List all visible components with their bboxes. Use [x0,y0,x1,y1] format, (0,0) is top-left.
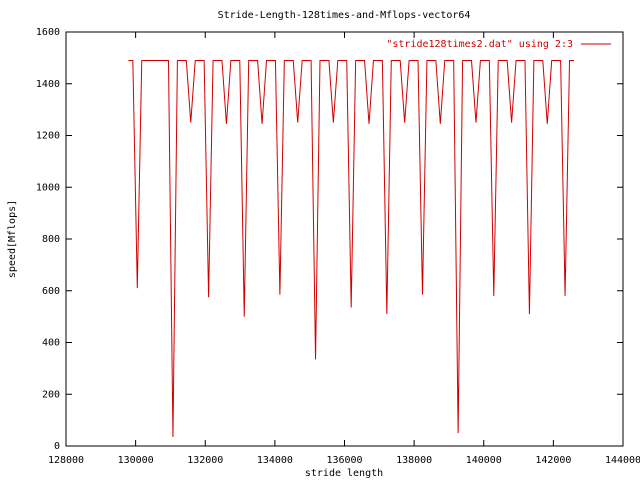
x-axis-label: stride length [305,468,383,479]
x-tick-label: 130000 [118,455,154,466]
x-tick-label: 140000 [466,455,502,466]
legend-label: "stride128times2.dat" using 2:3 [386,39,573,50]
x-tick-label: 132000 [187,455,223,466]
x-tick-label: 142000 [535,455,571,466]
x-tick-label: 136000 [326,455,362,466]
y-tick-label: 800 [42,234,60,245]
chart-title: Stride-Length-128times-and-Mflops-vector… [218,10,471,21]
y-tick-label: 1200 [36,131,60,142]
x-tick-label: 134000 [257,455,293,466]
y-tick-label: 600 [42,286,60,297]
x-tick-label: 138000 [396,455,432,466]
x-tick-label: 128000 [48,455,84,466]
y-axis-label: speed[Mflops] [7,200,18,278]
y-tick-label: 0 [54,441,60,452]
y-tick-label: 1000 [36,182,60,193]
plot-border [65,31,624,447]
y-tick-label: 200 [42,389,60,400]
y-tick-label: 1600 [36,27,60,38]
y-tick-label: 1400 [36,79,60,90]
y-tick-label: 400 [42,338,60,349]
x-tick-label: 144000 [605,455,640,466]
data-line [128,59,574,437]
